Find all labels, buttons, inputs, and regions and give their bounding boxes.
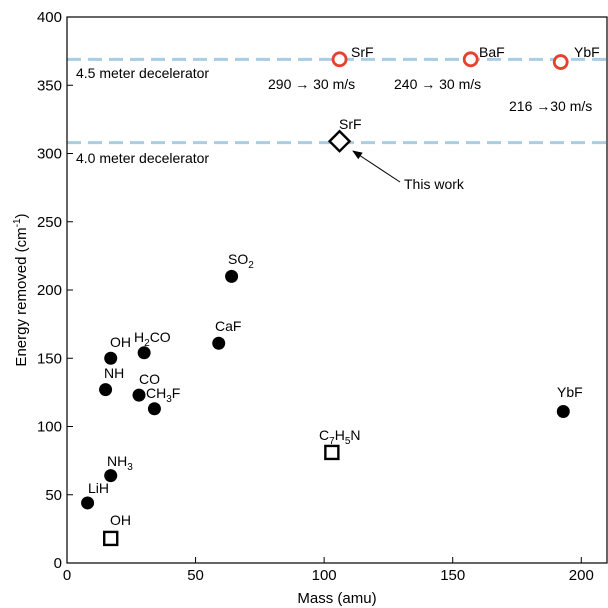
point-c7h5n-square (324, 444, 340, 461)
y-tick-label: 350 (37, 77, 62, 94)
y-axis-ticks: 0 50 100 150 200 250 300 350 400 (37, 9, 73, 572)
y-tick-label: 400 (37, 9, 62, 26)
point-oh (104, 351, 118, 365)
x-tick-label: 100 (312, 567, 337, 584)
point-label-h2co: H2CO (134, 329, 171, 349)
y-tick-label: 150 (37, 350, 62, 367)
y-tick-label: 200 (37, 282, 62, 299)
point-oh-square (103, 530, 119, 547)
x-axis-title: Mass (amu) (297, 590, 376, 607)
point-label-lih: LiH (88, 480, 109, 496)
x-tick-label: 0 (63, 567, 71, 584)
annotation-this-work: This work (404, 176, 465, 192)
point-label-ybf-circle: YbF (574, 44, 600, 60)
y-tick-label: 0 (54, 555, 62, 572)
y-tick-label: 100 (37, 419, 62, 436)
annotation-ybf-speed: 216 →30 m/s (509, 98, 592, 114)
point-label-so2: SO2 (228, 251, 254, 271)
point-nh (99, 383, 113, 397)
x-tick-label: 50 (187, 567, 204, 584)
point-srf-diamond (327, 129, 352, 153)
this-work-arrow (352, 150, 401, 183)
point-label-baf-circle: BaF (479, 44, 505, 60)
point-baf-circle (462, 51, 479, 68)
annotation-baf-speed: 240 → 30 m/s (394, 76, 481, 92)
point-h2co (137, 346, 151, 360)
point-caf (212, 336, 226, 350)
point-label-nh: NH (104, 365, 124, 381)
point-label-oh: OH (110, 334, 131, 350)
point-label-srf-diamond: SrF (339, 116, 362, 132)
point-label-srf-circle: SrF (351, 44, 374, 60)
point-labels: LiH NH3 NH OH H2CO CO CH3F CaF SO2 YbF O… (88, 44, 600, 528)
point-label-ch3f: CH3F (146, 385, 180, 405)
annotation-srf-speed: 290 → 30 m/s (268, 76, 355, 92)
point-co (132, 388, 146, 402)
ref-line-label-4-5m: 4.5 meter decelerator (76, 65, 209, 81)
data-points (81, 51, 570, 547)
y-tick-label: 250 (37, 214, 62, 231)
x-axis-ticks: 0 50 100 150 200 (63, 557, 594, 584)
point-so2 (225, 269, 239, 283)
x-tick-label: 150 (440, 567, 465, 584)
x-tick-label: 200 (569, 567, 594, 584)
point-srf-circle (331, 51, 348, 68)
point-label-nh3: NH3 (107, 453, 133, 473)
y-tick-label: 50 (45, 487, 62, 504)
point-label-co: CO (139, 371, 160, 387)
point-ybf (556, 404, 570, 418)
reference-lines (67, 57, 607, 145)
point-label-oh-square: OH (110, 512, 131, 528)
point-lih (81, 496, 95, 510)
y-axis-title: Energy removed (cm-1) (12, 213, 30, 366)
point-label-ybf-filled: YbF (557, 384, 583, 400)
point-ybf-circle (552, 54, 569, 70)
point-nh3 (104, 469, 118, 483)
ref-line-label-4-0m: 4.0 meter decelerator (76, 150, 209, 166)
y-tick-label: 300 (37, 146, 62, 163)
point-label-caf: CaF (215, 318, 241, 334)
point-label-c7h5n: C7H5N (319, 427, 361, 447)
point-ch3f (147, 402, 161, 416)
